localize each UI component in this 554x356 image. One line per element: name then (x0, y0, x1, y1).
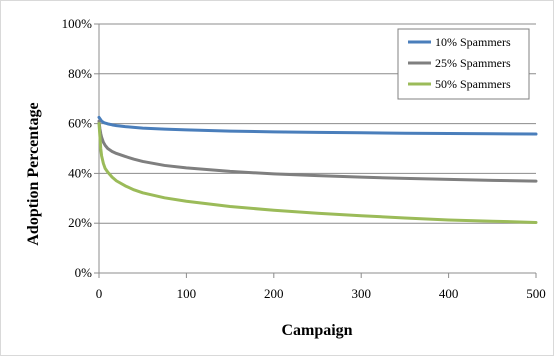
gridlines (99, 23, 536, 224)
legend-label: 25% Spammers (435, 56, 511, 70)
x-tick-label: 100 (177, 286, 197, 301)
y-tick-labels: 0% 20% 40% 60% 80% 100% (62, 16, 93, 280)
series-lines (97, 115, 538, 224)
y-tick-label: 60% (68, 116, 92, 131)
y-axis-title: Adoption Percentage (25, 102, 42, 245)
y-tick-label: 40% (68, 165, 92, 180)
legend-label: 10% Spammers (435, 35, 511, 49)
x-tick-label: 400 (439, 286, 459, 301)
x-tick-labels: 0 100 200 300 400 500 (96, 286, 546, 301)
y-tick-label: 80% (68, 66, 92, 81)
series-line-3 (97, 122, 538, 224)
x-tick-label: 500 (526, 286, 546, 301)
x-axis-title: Campaign (281, 322, 352, 339)
x-tick-label: 300 (351, 286, 371, 301)
y-tick-label: 20% (68, 215, 92, 230)
x-tick-label: 200 (264, 286, 284, 301)
y-tick-label: 100% (62, 16, 93, 31)
axes (94, 23, 537, 278)
y-tick-label: 0% (75, 265, 93, 280)
series-line-1 (97, 115, 538, 136)
legend-label: 50% Spammers (435, 77, 511, 91)
legend: 10% Spammers 25% Spammers 50% Spammers (397, 28, 530, 100)
x-tick-label: 0 (96, 286, 103, 301)
series-line-2 (97, 119, 538, 183)
